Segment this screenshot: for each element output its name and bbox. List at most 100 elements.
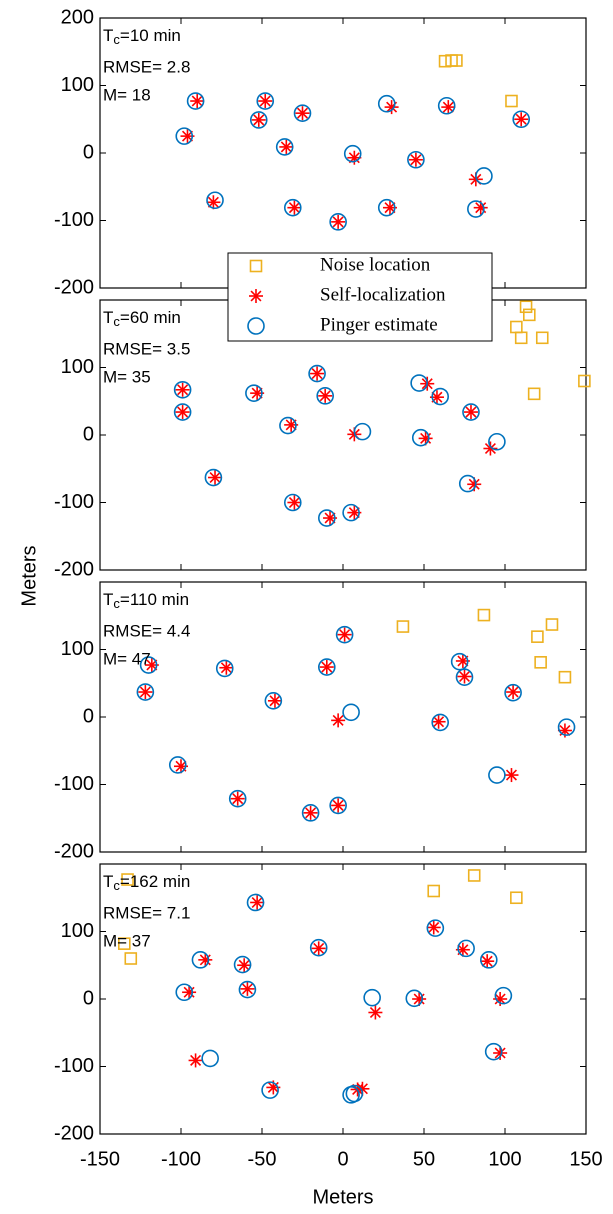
annotation-rmse: RMSE= 7.1 (103, 903, 190, 922)
y-tick-label: -100 (54, 773, 94, 795)
noise-marker (118, 937, 131, 950)
star-stroke (267, 1081, 279, 1093)
star-stroke (191, 95, 203, 107)
pinger-marker (238, 980, 257, 999)
noise-marker (522, 308, 536, 322)
self-loc-marker (331, 214, 346, 229)
annotation-rmse: RMSE= 3.5 (103, 339, 190, 358)
self-loc-marker (457, 669, 472, 684)
x-tick-label: -50 (248, 1148, 277, 1170)
star-stroke (428, 921, 440, 933)
star-stroke (251, 896, 263, 908)
star-stroke (311, 368, 323, 380)
pinger-marker (457, 939, 475, 958)
self-loc-marker (337, 627, 352, 642)
star-stroke (481, 955, 493, 967)
y-tick-label: -200 (54, 840, 94, 862)
star-stroke (190, 1054, 202, 1066)
pinger-marker (316, 387, 334, 405)
pinger-marker (475, 167, 493, 185)
self-loc-marker (408, 152, 423, 167)
pinger-marker (467, 200, 485, 218)
noise-marker (558, 670, 572, 684)
x-tick-label: -150 (80, 1148, 120, 1170)
self-loc-marker (287, 200, 302, 215)
self-loc-marker (175, 405, 190, 420)
self-loc-marker (504, 768, 519, 783)
pinger-marker (293, 104, 312, 122)
pinger-marker (462, 403, 480, 421)
pinger-marker (345, 1084, 364, 1103)
pinger-marker (201, 1049, 219, 1068)
pinger-marker (426, 919, 445, 937)
pinger-marker (275, 138, 294, 156)
star-stroke (232, 793, 244, 805)
x-tick-label: 0 (337, 1148, 348, 1170)
y-tick-label: 100 (61, 356, 94, 378)
annotation-part: =110 min (120, 590, 189, 609)
pinger-marker (308, 364, 326, 383)
annotation-part: T (103, 872, 113, 891)
self-loc-marker (182, 985, 197, 1000)
self-loc-marker (431, 714, 446, 729)
annotation-tc: Tc=110 min (103, 590, 189, 611)
star-stroke (250, 290, 262, 302)
legend-marker (249, 259, 263, 273)
noise-marker (545, 618, 559, 631)
noise-marker (534, 656, 547, 669)
pinger-marker (410, 374, 428, 392)
annotation-part: c (113, 32, 120, 47)
self-loc-marker (426, 920, 441, 935)
star-stroke (199, 954, 211, 966)
y-tick-label: 100 (61, 920, 94, 942)
star-stroke (433, 716, 445, 728)
noise-marker (124, 952, 138, 965)
self-loc-marker (198, 952, 213, 967)
noise-marker (427, 884, 441, 898)
star-stroke (220, 662, 232, 674)
star-stroke (319, 390, 331, 402)
self-loc-marker (310, 366, 325, 381)
y-tick-label: 0 (83, 423, 94, 445)
star-stroke (494, 1047, 506, 1059)
pinger-marker (405, 989, 424, 1008)
noise-marker (438, 54, 452, 68)
legend-box (227, 252, 493, 342)
pinger-marker (279, 416, 297, 435)
self-loc-marker (331, 798, 346, 813)
pinger-marker (173, 380, 192, 399)
pinger-marker (488, 766, 506, 784)
y-tick-label: -200 (54, 1122, 94, 1144)
pinger-marker (309, 938, 328, 957)
star-stroke (458, 670, 471, 683)
self-loc-marker (318, 388, 333, 403)
star-stroke (177, 384, 189, 396)
pinger-marker (488, 432, 506, 451)
annotation-m: M= 37 (103, 931, 151, 950)
noise-marker (121, 873, 134, 886)
pinger-marker (377, 94, 396, 113)
self-loc-marker (240, 981, 255, 996)
y-tick-label: 0 (83, 987, 94, 1009)
pinger-marker (256, 92, 275, 110)
self-loc-marker (441, 100, 456, 115)
star-stroke (515, 113, 527, 125)
pinger-marker (191, 951, 210, 969)
pinger-marker (246, 893, 265, 912)
x-tick-label: -100 (161, 1148, 201, 1170)
self-loc-marker (230, 791, 245, 806)
self-loc-marker (188, 1053, 203, 1068)
pinger-marker (437, 96, 456, 115)
annotation-rmse: RMSE= 4.4 (103, 621, 190, 640)
pinger-marker (283, 493, 302, 512)
star-stroke (175, 760, 187, 772)
star-stroke (259, 95, 271, 107)
noise-marker (519, 300, 533, 314)
pinger-marker (186, 92, 205, 110)
self-loc-marker (483, 441, 498, 456)
star-stroke (177, 406, 189, 418)
self-loc-marker (480, 954, 495, 969)
pinger-marker (264, 691, 283, 710)
annotation-rmse: RMSE= 2.8 (103, 57, 190, 76)
self-loc-marker (295, 106, 310, 121)
